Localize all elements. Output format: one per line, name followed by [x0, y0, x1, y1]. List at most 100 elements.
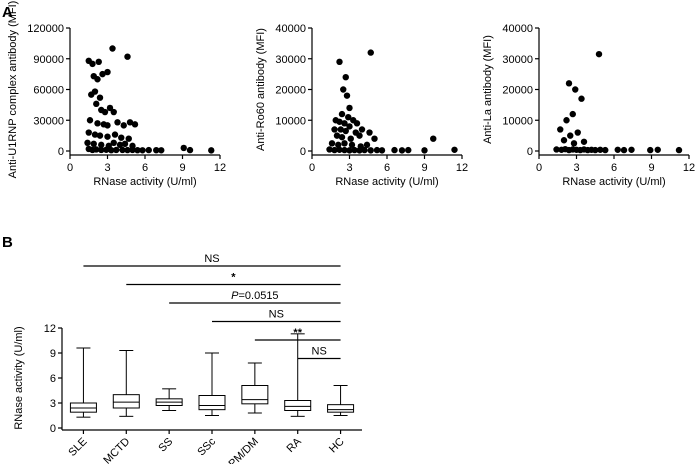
- data-point: [328, 140, 336, 147]
- data-point: [371, 135, 378, 142]
- data-point: [338, 133, 346, 141]
- data-point: [569, 110, 576, 118]
- boxplot-rnase: 0 3 6 9 12 RNase activity (U/ml) SLE MCTD SS SSc P…: [13, 253, 362, 464]
- data-point: [104, 68, 111, 76]
- data-point: [356, 132, 363, 139]
- data-point: [103, 146, 110, 153]
- data-point: [337, 126, 344, 133]
- data-point: [430, 135, 437, 142]
- y-tick-label: 40000: [275, 23, 306, 35]
- y-tick-label: 120000: [27, 23, 64, 35]
- panel-letter-b: B: [2, 234, 13, 251]
- data-point: [451, 146, 458, 153]
- data-point: [95, 58, 102, 66]
- data-point: [363, 141, 371, 149]
- scatter-ro60: 0 10000 20000 30000 40000 0 3 6 9 12 RNase activit…: [255, 23, 468, 188]
- data-point: [134, 146, 141, 154]
- data-point: [124, 53, 131, 60]
- data-point: [567, 132, 574, 139]
- x-tick-label: 9: [421, 162, 427, 174]
- data-point: [346, 147, 353, 154]
- data-point: [597, 146, 604, 153]
- x-tick-label: 12: [456, 162, 468, 174]
- x-tick-label: HC: [327, 436, 347, 456]
- y-tick-label: 30000: [33, 115, 64, 127]
- data-point: [110, 108, 117, 116]
- data-point: [85, 129, 92, 136]
- data-point: [356, 147, 363, 154]
- data-point: [98, 146, 105, 154]
- data-point: [96, 132, 104, 139]
- data-point: [106, 104, 114, 112]
- box-iqr: [112, 394, 140, 409]
- x-tick-label: 0: [67, 162, 73, 174]
- x-tick-label: 0: [536, 162, 542, 174]
- data-point: [367, 49, 374, 56]
- x-tick-label: RA: [285, 435, 305, 455]
- data-point: [578, 95, 585, 102]
- x-tick-label: 6: [142, 162, 148, 174]
- significance-label: NS: [312, 346, 327, 358]
- y-tick-label: 0: [58, 146, 64, 158]
- data-point: [94, 76, 101, 83]
- y-tick-label: 9: [50, 348, 56, 360]
- data-point: [131, 121, 139, 128]
- data-point: [602, 146, 609, 154]
- data-point: [353, 120, 361, 127]
- data-point: [331, 126, 338, 133]
- data-point: [341, 146, 348, 154]
- y-tick-label: 20000: [275, 85, 306, 97]
- x-axis-label: RNase activity (U/ml): [562, 176, 665, 188]
- significance-label: *: [231, 272, 236, 284]
- data-point: [378, 147, 386, 154]
- data-point: [342, 127, 349, 135]
- data-point: [90, 140, 97, 148]
- data-point: [405, 146, 412, 154]
- x-tick-label: 9: [648, 162, 654, 174]
- y-tick-label: 10000: [502, 115, 533, 127]
- significance-label: NS: [269, 309, 284, 321]
- y-tick-label: 40000: [502, 23, 533, 35]
- data-point: [340, 86, 347, 93]
- data-point: [367, 147, 374, 154]
- data-point: [109, 45, 116, 52]
- x-tick-label: 3: [104, 162, 110, 174]
- data-point: [346, 104, 353, 112]
- data-point: [358, 126, 366, 133]
- data-point: [620, 146, 628, 154]
- data-point: [560, 137, 568, 144]
- data-point: [104, 133, 111, 140]
- y-tick-label: 0: [527, 146, 533, 158]
- data-point: [111, 131, 119, 138]
- data-point: [351, 146, 358, 154]
- data-point: [114, 119, 121, 126]
- data-point: [335, 141, 342, 149]
- x-tick-label: SLE: [66, 436, 89, 459]
- box-iqr: [284, 400, 312, 411]
- y-axis-label: Anti-Ro60 antibody (MFI): [255, 28, 267, 151]
- data-point: [557, 126, 564, 133]
- y-tick-label: 3: [50, 398, 56, 410]
- scatter-la: 0 10000 20000 30000 40000 0 3 6 9 12 RNase activit…: [482, 23, 695, 188]
- y-tick-label: 20000: [502, 85, 533, 97]
- y-tick-label: 30000: [502, 54, 533, 66]
- data-point: [647, 146, 654, 154]
- data-point: [346, 123, 353, 130]
- data-point: [88, 91, 95, 98]
- y-axis-label: Anti-U1RNP complex antibody (MFI): [7, 1, 19, 179]
- data-point: [595, 50, 603, 58]
- box-iqr: [327, 404, 355, 413]
- data-point: [336, 58, 343, 66]
- x-tick-label: SS: [156, 436, 175, 455]
- x-tick-label: SSc: [195, 435, 218, 458]
- data-point: [614, 146, 621, 153]
- x-tick-label: 3: [346, 162, 352, 174]
- x-tick-label: 9: [179, 162, 185, 174]
- x-tick-label: PM/DM: [227, 436, 261, 464]
- data-point: [563, 117, 570, 124]
- data-point: [186, 146, 194, 154]
- data-point: [119, 146, 126, 154]
- data-point: [553, 146, 560, 153]
- data-point: [120, 122, 127, 129]
- data-point: [129, 146, 136, 154]
